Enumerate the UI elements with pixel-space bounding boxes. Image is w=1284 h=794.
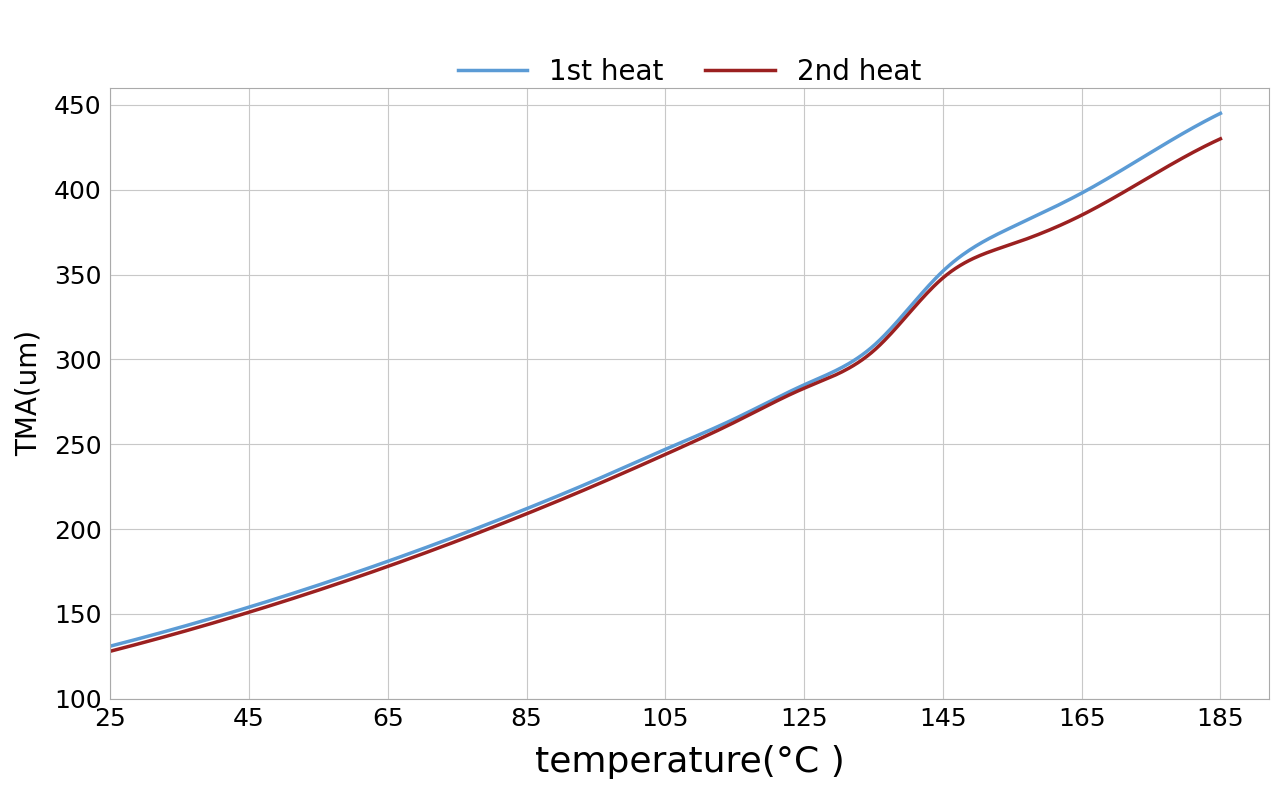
2nd heat	[103, 646, 118, 656]
2nd heat	[1186, 147, 1202, 156]
2nd heat	[704, 429, 719, 438]
Y-axis label: TMA(um): TMA(um)	[15, 330, 42, 457]
1st heat	[1013, 218, 1028, 228]
1st heat	[704, 425, 719, 434]
1st heat	[1186, 122, 1202, 132]
Line: 2nd heat: 2nd heat	[110, 139, 1220, 651]
Legend: 1st heat, 2nd heat: 1st heat, 2nd heat	[447, 47, 932, 97]
2nd heat	[763, 399, 778, 409]
X-axis label: temperature(°C ): temperature(°C )	[534, 745, 845, 779]
1st heat	[103, 642, 118, 651]
Line: 1st heat: 1st heat	[110, 114, 1220, 646]
2nd heat	[1212, 134, 1228, 144]
2nd heat	[1013, 237, 1028, 246]
2nd heat	[637, 459, 652, 468]
1st heat	[637, 454, 652, 464]
1st heat	[1212, 109, 1228, 118]
1st heat	[763, 396, 778, 406]
2nd heat	[629, 462, 645, 472]
1st heat	[629, 457, 645, 466]
